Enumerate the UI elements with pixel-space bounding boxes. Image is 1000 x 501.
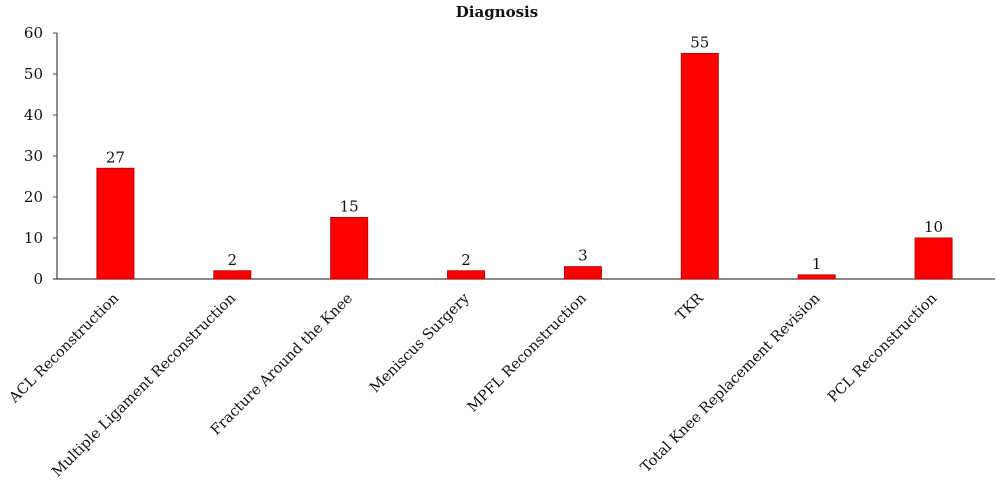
data-label: 55 — [690, 34, 709, 52]
category-label: PCL Reconstruction — [825, 291, 940, 406]
bar — [680, 53, 719, 280]
category-label: Total Knee Replacement Revision — [638, 291, 823, 476]
data-label: 2 — [228, 251, 238, 269]
category-label: MPFL Reconstruction — [465, 291, 590, 416]
y-tick-label: 10 — [24, 229, 43, 247]
y-tick-label: 20 — [24, 188, 43, 206]
bar — [914, 237, 953, 280]
y-tick-label: 50 — [24, 65, 43, 83]
bar — [447, 270, 486, 280]
y-tick-label: 40 — [24, 106, 43, 124]
y-tick-label: 30 — [24, 147, 43, 165]
data-label: 10 — [924, 218, 943, 236]
category-label: Meniscus Surgery — [367, 290, 473, 396]
data-label: 27 — [106, 148, 125, 166]
category-label: TKR — [673, 290, 707, 324]
y-axis: 0 10 20 30 40 50 60 — [24, 24, 58, 288]
data-label: 2 — [461, 251, 471, 269]
bar — [96, 167, 135, 280]
bars — [96, 53, 953, 280]
data-label: 15 — [340, 198, 359, 216]
bar — [330, 217, 369, 280]
category-label: Fracture Around the Knee — [208, 291, 356, 439]
data-label: 3 — [578, 247, 588, 265]
bar — [213, 270, 252, 280]
bar — [797, 274, 836, 280]
bar — [563, 266, 602, 280]
data-label: 1 — [812, 255, 822, 273]
y-tick-label: 0 — [33, 270, 43, 288]
chart-title: Diagnosis — [456, 3, 538, 21]
y-tick-label: 60 — [24, 24, 43, 42]
data-labels: 27 2 15 2 3 55 1 10 — [106, 34, 943, 273]
category-label: ACL Reconstruction — [6, 291, 122, 407]
category-label: Multiple Ligament Reconstruction — [49, 291, 239, 481]
